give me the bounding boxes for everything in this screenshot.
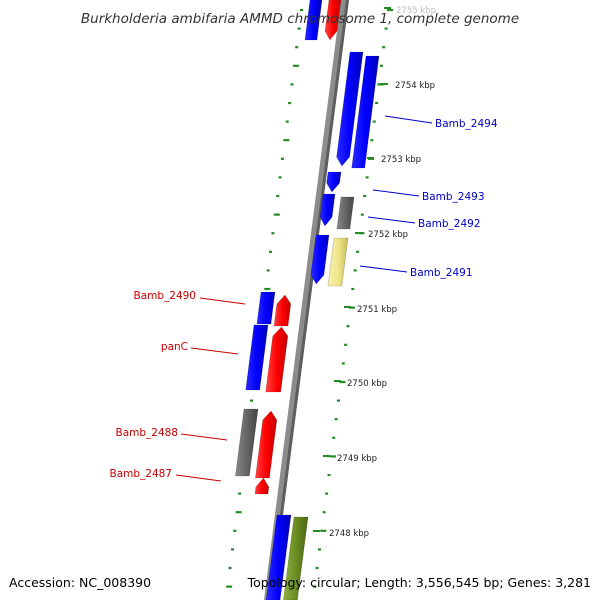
kbp-label: 2754 kbp: [395, 81, 435, 91]
gene-arrow[interactable]: [245, 324, 269, 391]
gene-arrow[interactable]: [256, 291, 276, 325]
kbp-label: 2755 kbp: [396, 6, 436, 16]
kbp-label: 2748 kbp: [329, 529, 369, 539]
gene-label-minus[interactable]: Bamb_2487: [109, 468, 172, 480]
gene-track: [235, 0, 380, 600]
kbp-label: 2751 kbp: [357, 305, 397, 315]
gene-arrow[interactable]: [304, 0, 323, 41]
kbp-label: 2753 kbp: [381, 155, 421, 165]
gene-arrow[interactable]: [254, 477, 270, 495]
gene-label-plus[interactable]: Bamb_2494: [435, 118, 498, 130]
gene-arrow[interactable]: [326, 171, 342, 193]
gene-arrow[interactable]: [255, 410, 278, 479]
gene-label-plus[interactable]: Bamb_2491: [410, 267, 473, 279]
gene-arrow[interactable]: [336, 51, 364, 167]
gene-arrow[interactable]: [324, 0, 342, 41]
gene-arrow[interactable]: [351, 55, 380, 169]
gene-labels: Bamb_2494 Bamb_2493 Bamb_2492 Bamb_2491 …: [109, 118, 497, 480]
kbp-label: 2749 kbp: [337, 454, 377, 464]
gene-arrow[interactable]: [265, 326, 289, 393]
gene-arrow[interactable]: [265, 514, 292, 600]
gene-arrow[interactable]: [336, 196, 355, 230]
kbp-scale: 2755 kbp 2754 kbp 2753 kbp 2752 kbp 2751…: [313, 6, 436, 539]
gene-arrow[interactable]: [273, 294, 292, 327]
gene-arrow[interactable]: [310, 234, 330, 285]
label-connectors: [175, 115, 433, 482]
kbp-label: 2752 kbp: [368, 230, 408, 240]
map-title: Burkholderia ambifaria AMMD chromosome 1…: [81, 11, 519, 27]
gene-arrow[interactable]: [235, 408, 259, 477]
gene-label-plus[interactable]: Bamb_2492: [418, 218, 481, 230]
accession-text: Accession: NC_008390: [9, 575, 151, 590]
gene-label-minus[interactable]: Bamb_2490: [133, 290, 196, 302]
gene-arrow[interactable]: [327, 237, 349, 287]
gene-label-minus[interactable]: panC: [161, 341, 188, 353]
gene-label-minus[interactable]: Bamb_2488: [115, 427, 178, 439]
topology-text: Topology: circular; Length: 3,556,545 bp…: [247, 575, 591, 590]
gene-label-plus[interactable]: Bamb_2493: [422, 191, 485, 203]
kbp-label: 2750 kbp: [347, 379, 387, 389]
genome-backbone: [264, 0, 349, 600]
gene-arrow[interactable]: [283, 516, 309, 600]
gene-arrow[interactable]: [319, 193, 336, 227]
